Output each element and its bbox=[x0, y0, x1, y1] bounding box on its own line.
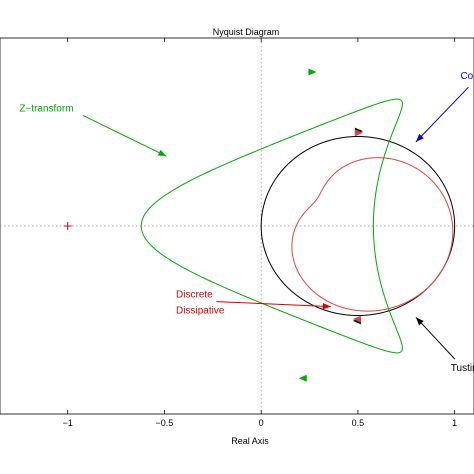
annotation-arrow-line bbox=[415, 86, 469, 143]
chart-title: Nyquist Diagram bbox=[213, 27, 280, 37]
series-layer bbox=[140, 98, 456, 354]
x-axis-label: Real Axis bbox=[231, 436, 269, 446]
annotation-label: Discrete bbox=[176, 290, 213, 301]
annotation-arrow-line bbox=[415, 316, 456, 360]
annotation-label: Z−transform bbox=[19, 103, 73, 114]
x-tick-label: 1 bbox=[452, 418, 457, 428]
critical-point-marker bbox=[63, 222, 72, 230]
annotation-layer: Z−transform Contin Discrete Dissipative Tust… bbox=[19, 71, 474, 374]
plot-frame bbox=[0, 37, 474, 415]
series-line bbox=[140, 98, 403, 354]
series-line bbox=[291, 157, 454, 312]
annotation-label: Tustin−t bbox=[451, 363, 474, 374]
direction-arrow bbox=[354, 129, 363, 137]
x-axis-ticks: −1 −0.5 0 0.5 1 bbox=[63, 38, 457, 428]
annotation-arrow-head bbox=[322, 303, 331, 310]
annotation-label: Contin bbox=[460, 71, 474, 82]
annotation-arrow-head bbox=[415, 317, 424, 326]
annotation-arrow-head bbox=[415, 133, 424, 142]
annotation-arrow-line bbox=[82, 114, 167, 157]
annotation-arrow-head bbox=[157, 149, 167, 157]
annotation-label: Dissipative bbox=[176, 306, 225, 317]
x-tick-label: −1 bbox=[63, 418, 73, 428]
direction-arrow bbox=[352, 315, 361, 323]
annotation-arrow-line bbox=[216, 301, 331, 308]
x-tick-label: 0 bbox=[259, 418, 264, 428]
x-tick-label: 0.5 bbox=[352, 418, 365, 428]
x-tick-label: −0.5 bbox=[156, 418, 174, 428]
direction-arrow bbox=[298, 374, 307, 382]
series-line bbox=[260, 135, 456, 317]
arrow-layer bbox=[298, 68, 363, 382]
direction-arrow bbox=[308, 68, 317, 76]
